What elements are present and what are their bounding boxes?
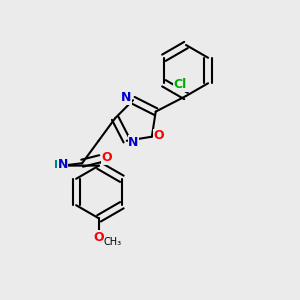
Text: N: N [58,158,68,171]
Text: O: O [101,151,112,164]
Text: O: O [153,129,164,142]
Text: H: H [54,160,64,170]
Text: O: O [94,231,104,244]
Text: Cl: Cl [174,78,187,91]
Text: CH₃: CH₃ [103,237,122,248]
Text: N: N [121,91,132,104]
Text: N: N [128,136,139,149]
